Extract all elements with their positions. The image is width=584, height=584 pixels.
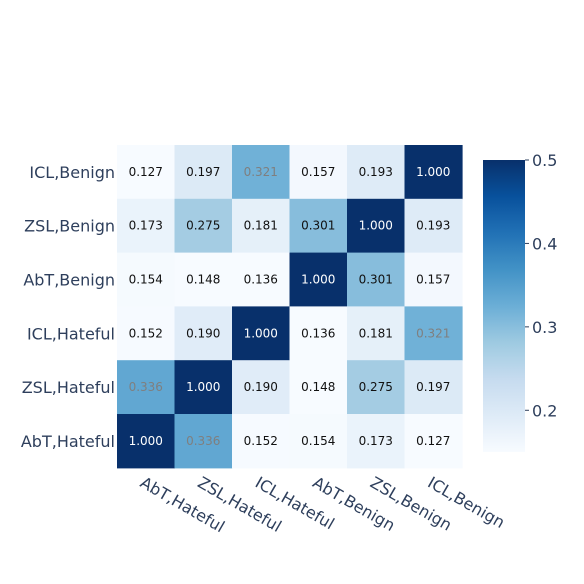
y-tick-label: ZSL,Benign — [24, 217, 115, 236]
heatmap-cell-label: 1.000 — [244, 326, 278, 340]
heatmap-cell-label: 0.127 — [416, 434, 450, 448]
heatmap-cell-label: 0.148 — [301, 380, 335, 394]
heatmap-cell-label: 0.190 — [244, 380, 278, 394]
heatmap-cell-label: 0.193 — [416, 219, 450, 233]
heatmap-cell-label: 0.336 — [129, 380, 163, 394]
heatmap-cell-label: 1.000 — [301, 273, 335, 287]
colorbar-tick-labels: 0.2 0.3 0.4 0.5 — [525, 151, 557, 420]
heatmap-cell-label: 0.154 — [129, 273, 163, 287]
heatmap-cell-label: 1.000 — [186, 380, 220, 394]
heatmap-cell-label: 1.000 — [359, 219, 393, 233]
colorbar-tick-label: 0.4 — [532, 234, 557, 253]
heatmap-cell-label: 0.181 — [359, 326, 393, 340]
heatmap-cell-label: 0.275 — [359, 380, 393, 394]
colorbar — [483, 160, 525, 452]
y-tick-label: ICL,Hateful — [27, 324, 115, 343]
heatmap-cell-label: 0.157 — [301, 165, 335, 179]
heatmap-cell-label: 0.173 — [359, 434, 393, 448]
heatmap-cell-label: 0.275 — [186, 219, 220, 233]
heatmap-cell-label: 0.321 — [416, 326, 450, 340]
heatmap-cell-label: 0.197 — [416, 380, 450, 394]
heatmap-cell-label: 0.136 — [301, 326, 335, 340]
heatmap-cells — [117, 145, 463, 468]
heatmap-cell-label: 0.148 — [186, 273, 220, 287]
colorbar-tick-label: 0.3 — [532, 318, 557, 337]
heatmap-cell-label: 0.193 — [359, 165, 393, 179]
heatmap-cell-label: 0.157 — [416, 273, 450, 287]
colorbar-tick-label: 0.2 — [532, 401, 557, 420]
y-axis-tick-labels: ICL,Benign ZSL,Benign AbT,Benign ICL,Hatefu… — [21, 163, 115, 451]
x-axis-tick-labels: AbT,HatefulZSL,HatefulICL,HatefulAbT,Ben… — [137, 473, 508, 537]
heatmap-cell-label: 0.154 — [301, 434, 335, 448]
heatmap-cell-label: 0.197 — [186, 165, 220, 179]
colorbar-tick-label: 0.5 — [532, 151, 557, 170]
heatmap-cell-label: 0.321 — [244, 165, 278, 179]
heatmap-cell-label: 0.152 — [129, 326, 163, 340]
heatmap-cell-label: 0.190 — [186, 326, 220, 340]
y-tick-label: AbT,Benign — [23, 271, 115, 290]
heatmap-cell-label: 0.301 — [301, 219, 335, 233]
heatmap-cell-label: 0.301 — [359, 273, 393, 287]
heatmap-cell-label: 1.000 — [416, 165, 450, 179]
heatmap-cell-label: 0.181 — [244, 219, 278, 233]
heatmap-cell-label: 0.136 — [244, 273, 278, 287]
heatmap-cell-label: 0.152 — [244, 434, 278, 448]
y-tick-label: AbT,Hateful — [21, 432, 115, 451]
heatmap-cell-label: 0.173 — [129, 219, 163, 233]
y-tick-label: ZSL,Hateful — [22, 378, 115, 397]
heatmap-cell-label: 1.000 — [129, 434, 163, 448]
heatmap-cell-label: 0.336 — [186, 434, 220, 448]
heatmap-cell-label: 0.127 — [129, 165, 163, 179]
y-tick-label: ICL,Benign — [29, 163, 115, 182]
